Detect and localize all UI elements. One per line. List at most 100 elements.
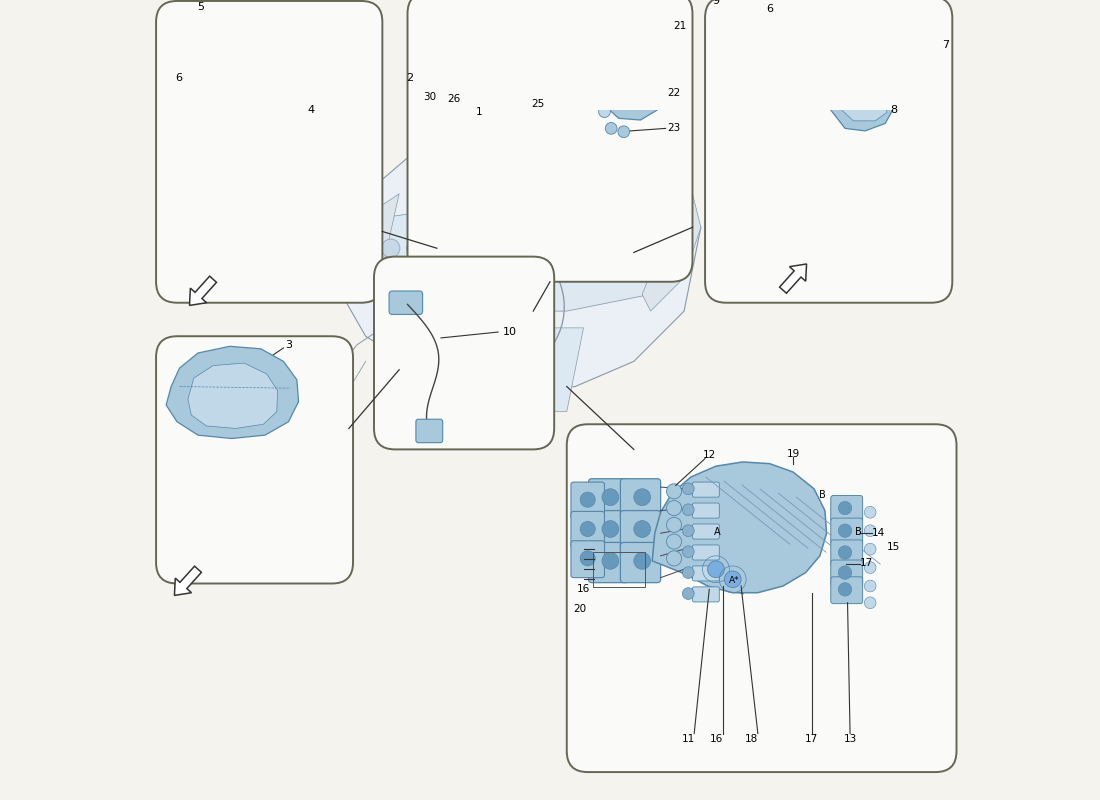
Text: 7: 7 <box>942 41 949 50</box>
Polygon shape <box>358 194 399 278</box>
Text: A: A <box>714 527 720 538</box>
Text: 2: 2 <box>407 73 414 83</box>
Circle shape <box>342 82 355 96</box>
Text: 6: 6 <box>766 4 773 14</box>
Text: 30: 30 <box>422 92 436 102</box>
Text: 15: 15 <box>887 542 900 553</box>
Circle shape <box>580 492 595 507</box>
Circle shape <box>838 524 851 538</box>
Circle shape <box>432 239 450 258</box>
Circle shape <box>667 501 682 516</box>
FancyBboxPatch shape <box>571 541 605 578</box>
Polygon shape <box>420 0 476 70</box>
Text: 8: 8 <box>890 105 898 115</box>
Circle shape <box>682 504 694 516</box>
Polygon shape <box>608 14 654 58</box>
Circle shape <box>865 562 876 574</box>
Circle shape <box>580 551 595 566</box>
FancyBboxPatch shape <box>480 371 502 386</box>
Circle shape <box>460 43 469 51</box>
Circle shape <box>667 518 682 532</box>
Text: 12: 12 <box>703 450 716 460</box>
Text: 24: 24 <box>631 0 645 1</box>
Polygon shape <box>374 210 466 286</box>
Polygon shape <box>714 33 767 89</box>
FancyArrow shape <box>780 264 806 294</box>
Text: 4: 4 <box>308 105 315 115</box>
Circle shape <box>733 62 746 74</box>
Text: 17: 17 <box>805 734 818 743</box>
Circle shape <box>667 551 682 566</box>
Text: 22: 22 <box>668 88 681 98</box>
Polygon shape <box>601 68 663 120</box>
Circle shape <box>865 543 876 555</box>
FancyBboxPatch shape <box>588 478 629 519</box>
FancyBboxPatch shape <box>693 482 719 497</box>
FancyBboxPatch shape <box>389 291 422 314</box>
Circle shape <box>634 553 650 570</box>
Circle shape <box>724 571 741 588</box>
Text: 3: 3 <box>285 340 292 350</box>
Text: 18: 18 <box>745 734 758 743</box>
FancyBboxPatch shape <box>693 503 719 518</box>
Circle shape <box>682 588 694 599</box>
Circle shape <box>865 506 876 518</box>
FancyBboxPatch shape <box>407 0 693 282</box>
Circle shape <box>838 566 851 579</box>
Text: 13: 13 <box>844 734 857 743</box>
Text: 26: 26 <box>447 94 460 104</box>
Circle shape <box>602 521 618 538</box>
Text: 11: 11 <box>682 734 695 743</box>
Text: 6: 6 <box>175 73 183 83</box>
Text: 9: 9 <box>713 0 719 6</box>
Circle shape <box>865 580 876 592</box>
FancyBboxPatch shape <box>505 22 572 98</box>
Polygon shape <box>255 5 367 102</box>
FancyBboxPatch shape <box>620 510 661 551</box>
Text: 16: 16 <box>576 584 591 594</box>
FancyBboxPatch shape <box>588 542 629 582</box>
FancyBboxPatch shape <box>505 371 527 386</box>
FancyBboxPatch shape <box>693 566 719 581</box>
FancyBboxPatch shape <box>830 540 862 566</box>
Polygon shape <box>893 68 937 91</box>
Circle shape <box>478 54 487 62</box>
FancyBboxPatch shape <box>566 424 957 772</box>
Text: 25: 25 <box>531 99 544 109</box>
Ellipse shape <box>860 21 911 65</box>
Circle shape <box>580 522 595 537</box>
FancyBboxPatch shape <box>416 419 442 442</box>
Circle shape <box>682 525 694 537</box>
Circle shape <box>865 525 876 537</box>
FancyBboxPatch shape <box>705 0 953 302</box>
Circle shape <box>865 597 876 609</box>
Circle shape <box>838 546 851 559</box>
Polygon shape <box>830 78 893 131</box>
Polygon shape <box>188 363 277 429</box>
Circle shape <box>407 239 425 258</box>
Ellipse shape <box>282 34 341 82</box>
Circle shape <box>477 289 514 326</box>
FancyBboxPatch shape <box>530 371 552 386</box>
FancyBboxPatch shape <box>693 545 719 560</box>
Text: 28: 28 <box>520 0 534 1</box>
Circle shape <box>667 484 682 499</box>
FancyArrow shape <box>189 276 217 306</box>
Text: 23: 23 <box>668 123 681 134</box>
Polygon shape <box>166 346 298 438</box>
Text: 10: 10 <box>503 327 517 337</box>
Polygon shape <box>177 16 224 72</box>
Polygon shape <box>818 0 943 81</box>
Circle shape <box>667 534 682 549</box>
FancyBboxPatch shape <box>693 524 719 539</box>
Polygon shape <box>596 1 671 74</box>
FancyBboxPatch shape <box>830 560 862 587</box>
Polygon shape <box>642 194 701 311</box>
Circle shape <box>317 95 330 108</box>
FancyBboxPatch shape <box>830 518 862 545</box>
Text: B: B <box>855 527 861 538</box>
Circle shape <box>605 122 617 134</box>
Text: 29: 29 <box>546 0 559 1</box>
FancyBboxPatch shape <box>156 336 353 583</box>
Polygon shape <box>842 85 887 121</box>
